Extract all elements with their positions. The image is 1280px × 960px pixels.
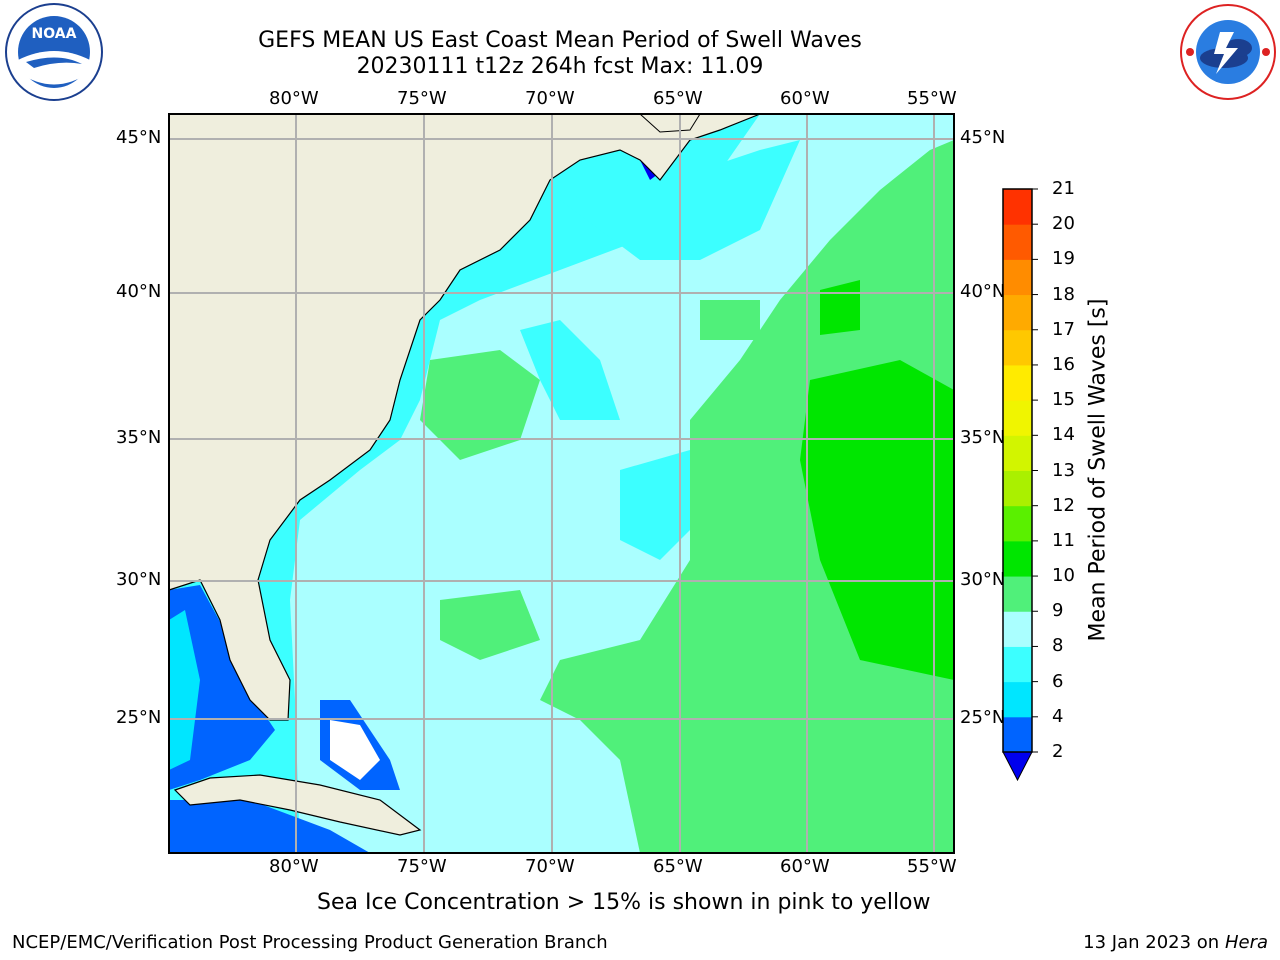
colorbar-under-arrow: [1002, 751, 1033, 782]
colorbar-tick-label: 9: [1052, 600, 1064, 622]
colorbar-segment: [1003, 681, 1032, 718]
longitude-label-top: 60°W: [780, 88, 830, 109]
longitude-label-bottom: 55°W: [907, 856, 957, 877]
longitude-label-bottom: 60°W: [780, 856, 830, 877]
latitude-label-right: 40°N: [960, 281, 1006, 302]
colorbar-segment: [1003, 540, 1032, 577]
colorbar-tick-label: 19: [1052, 248, 1075, 270]
colorbar-tick-label: 13: [1052, 459, 1075, 481]
latitude-label-left: 25°N: [116, 707, 162, 728]
swell-patch: [440, 590, 540, 660]
colorbar-tick-label: 10: [1052, 565, 1075, 587]
colorbar-segment: [1003, 189, 1032, 225]
longitude-label-top: 75°W: [397, 88, 447, 109]
latitude-label-right: 30°N: [960, 569, 1006, 590]
longitude-label-bottom: 75°W: [397, 856, 447, 877]
colorbar-tick-label: 12: [1052, 494, 1075, 516]
colorbar-tick-label: 15: [1052, 389, 1075, 411]
footer-date-text: 13 Jan 2023 on: [1083, 932, 1225, 953]
colorbar-tick-label: 8: [1052, 635, 1064, 657]
colorbar-segment: [1003, 259, 1032, 296]
longitude-label-bottom: 70°W: [525, 856, 575, 877]
colorbar-tick-label: 6: [1052, 670, 1064, 692]
latitude-label-left: 35°N: [116, 427, 162, 448]
nws-logo: [1180, 4, 1276, 100]
footer-credit: NCEP/EMC/Verification Post Processing Pr…: [12, 932, 608, 953]
colorbar-segment: [1003, 576, 1032, 612]
cuba-land: [173, 774, 422, 836]
bahamas-shallow: [330, 720, 380, 780]
colorbar-segment: [1003, 364, 1032, 401]
longitude-label-top: 65°W: [653, 88, 703, 109]
gulf-low-swell-zone: [169, 585, 275, 790]
latitude-label-right: 25°N: [960, 707, 1006, 728]
noaa-logo: NOAA: [5, 3, 103, 101]
caribbean-low-swell-zone: [169, 800, 370, 853]
latitude-label-left: 30°N: [116, 569, 162, 590]
colorbar-tick-label: 21: [1052, 178, 1075, 199]
colorbar-segment: [1003, 294, 1032, 331]
colorbar-tick-label: 2: [1052, 741, 1064, 762]
swell-patch: [520, 320, 620, 420]
colorbar-tick-label: 20: [1052, 213, 1075, 235]
longitude-label-top: 55°W: [907, 88, 957, 109]
map-frame: [168, 113, 955, 854]
colorbar-segment: [1003, 329, 1032, 366]
colorbar-tick-label: 18: [1052, 283, 1075, 305]
map-subtitle: 20230111 t12z 264h fcst Max: 11.09: [356, 54, 764, 79]
latitude-label-right: 45°N: [960, 127, 1006, 148]
latitude-label-right: 35°N: [960, 427, 1006, 448]
colorbar-tick-label: 17: [1052, 318, 1075, 340]
latitude-label-left: 45°N: [116, 127, 162, 148]
colorbar-segment: [1003, 224, 1032, 260]
colorbar-title: Mean Period of Swell Waves [s]: [1085, 298, 1111, 642]
latitude-label-left: 40°N: [116, 281, 162, 302]
colorbar-segment: [1003, 505, 1032, 542]
colorbar-tick-label: 11: [1052, 529, 1075, 551]
us-east-coast-land: [168, 113, 761, 721]
footer-host: Hera: [1224, 932, 1268, 953]
longitude-label-top: 70°W: [525, 88, 575, 109]
sea-ice-note: Sea Ice Concentration > 15% is shown in …: [317, 890, 931, 915]
colorbar-segment: [1003, 611, 1032, 647]
longitude-label-top: 80°W: [269, 88, 319, 109]
colorbar-segment: [1003, 400, 1032, 436]
gulf-cyan-band: [169, 610, 200, 770]
colorbar-segment: [1003, 435, 1032, 471]
noaa-logo-text: NOAA: [32, 26, 77, 42]
colorbar-segment: [1003, 470, 1032, 507]
map-title: GEFS MEAN US East Coast Mean Period of S…: [258, 28, 862, 53]
colorbar-tick-label: 16: [1052, 353, 1075, 375]
swell-patch: [700, 300, 760, 340]
colorbar-segment: [1003, 646, 1032, 683]
footer-date: 13 Jan 2023 on Hera: [1083, 932, 1268, 953]
colorbar-tick-label: 14: [1052, 424, 1075, 446]
colorbar-tick-label: 4: [1052, 705, 1064, 727]
colorbar-segment: [1003, 716, 1032, 753]
longitude-label-bottom: 65°W: [653, 856, 703, 877]
longitude-label-bottom: 80°W: [269, 856, 319, 877]
swell-patch: [420, 350, 540, 460]
